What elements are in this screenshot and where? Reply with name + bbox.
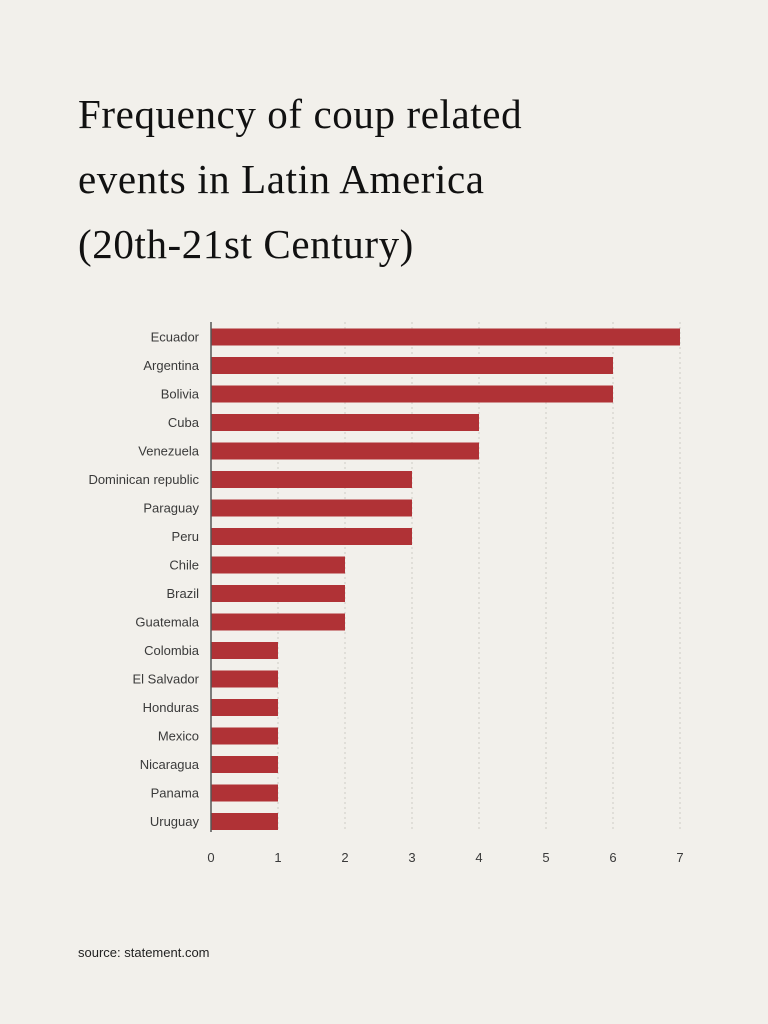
bar-venezuela [211,442,479,460]
category-label-ecuador: Ecuador [151,330,200,345]
source-note: source: statement.com [78,945,210,960]
chart-title-line-1: Frequency of coup related [78,91,523,137]
bar-uruguay [211,813,278,830]
category-label-mexico: Mexico [158,729,199,744]
bar-colombia [211,642,278,659]
category-label-el-salvador: El Salvador [133,672,200,687]
category-label-venezuela: Venezuela [138,444,199,459]
bar-cuba [211,414,479,431]
category-label-cuba: Cuba [168,415,200,430]
bar-chile [211,556,345,574]
x-tick-label-1: 1 [274,850,281,865]
chart-title-line-3: (20th-21st Century) [78,221,414,267]
category-labels: Ecuador Argentina Bolivia Cuba Venezuela Domi… [88,330,199,830]
bar-dominican-republic [211,471,412,488]
x-tick-label-5: 5 [542,850,549,865]
bar-paraguay [211,499,412,517]
category-label-dominican-republic: Dominican republic [88,472,199,487]
bar-guatemala [211,613,345,631]
bar-bolivia [211,385,613,403]
bar-panama [211,784,278,802]
category-label-peru: Peru [172,529,199,544]
category-label-brazil: Brazil [166,586,199,601]
category-label-nicaragua: Nicaragua [140,757,200,772]
category-label-colombia: Colombia [144,643,200,658]
chart-title: Frequency of coup related events in Lati… [78,82,698,277]
bar-argentina [211,357,613,374]
category-label-chile: Chile [169,558,199,573]
category-label-bolivia: Bolivia [161,387,200,402]
bar-peru [211,528,412,545]
chart-title-line-2: events in Latin America [78,156,485,202]
bar-brazil [211,585,345,602]
category-label-paraguay: Paraguay [143,501,199,516]
grid-lines [277,322,681,832]
bar-ecuador [211,328,680,346]
category-label-guatemala: Guatemala [135,615,199,630]
category-label-argentina: Argentina [143,358,199,373]
x-tick-labels: 0 1 2 3 4 5 6 7 [207,850,683,865]
x-tick-label-0: 0 [207,850,214,865]
x-tick-label-2: 2 [341,850,348,865]
bar-el-salvador [211,670,278,688]
bars [211,328,680,830]
x-tick-label-7: 7 [676,850,683,865]
x-tick-label-4: 4 [475,850,482,865]
bar-nicaragua [211,756,278,773]
bar-honduras [211,699,278,716]
category-label-panama: Panama [151,786,200,801]
x-tick-label-3: 3 [408,850,415,865]
bar-mexico [211,727,278,745]
category-label-honduras: Honduras [143,700,200,715]
category-label-uruguay: Uruguay [150,814,200,829]
x-tick-label-6: 6 [609,850,616,865]
